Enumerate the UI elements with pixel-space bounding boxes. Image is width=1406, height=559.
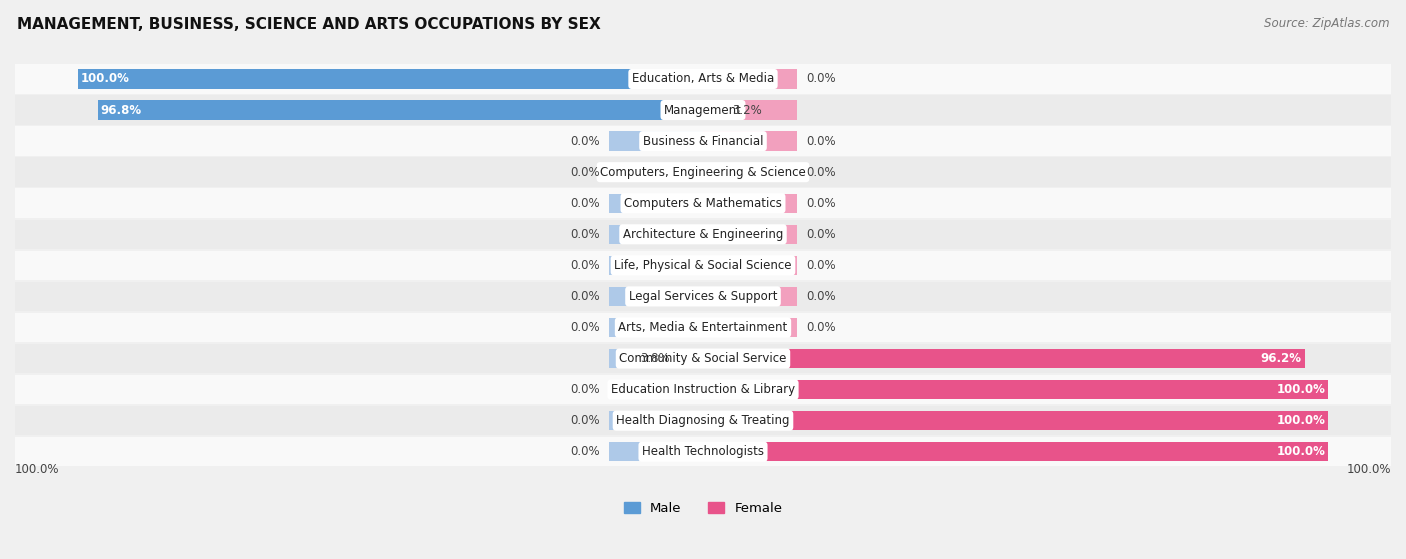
Bar (703, 69, 797, 89)
Bar (703, 411, 797, 430)
Bar (703, 349, 797, 368)
Bar (609, 318, 703, 337)
Bar (703, 255, 797, 275)
Bar (15, 126, 1391, 156)
Bar (609, 163, 703, 182)
Bar (77, 69, 703, 89)
Text: 0.0%: 0.0% (571, 259, 600, 272)
Text: 0.0%: 0.0% (571, 414, 600, 427)
Text: 0.0%: 0.0% (571, 165, 600, 179)
Bar (703, 380, 1329, 399)
Text: 100.0%: 100.0% (1277, 445, 1326, 458)
Bar (703, 163, 797, 182)
Text: Education Instruction & Library: Education Instruction & Library (612, 383, 794, 396)
Bar (703, 318, 797, 337)
Text: Computers, Engineering & Science: Computers, Engineering & Science (600, 165, 806, 179)
Bar (609, 131, 703, 151)
Text: Source: ZipAtlas.com: Source: ZipAtlas.com (1264, 17, 1389, 30)
Bar (703, 380, 797, 399)
Bar (703, 101, 797, 120)
Text: Health Diagnosing & Treating: Health Diagnosing & Treating (616, 414, 790, 427)
Text: 0.0%: 0.0% (571, 383, 600, 396)
Text: 0.0%: 0.0% (806, 135, 835, 148)
Bar (703, 287, 797, 306)
Bar (609, 225, 703, 244)
Bar (15, 437, 1391, 467)
Text: 3.8%: 3.8% (640, 352, 669, 365)
Bar (703, 442, 1329, 461)
Text: Life, Physical & Social Science: Life, Physical & Social Science (614, 259, 792, 272)
Text: Community & Social Service: Community & Social Service (619, 352, 787, 365)
Text: 0.0%: 0.0% (806, 165, 835, 179)
Text: 100.0%: 100.0% (1277, 414, 1326, 427)
Bar (15, 95, 1391, 125)
Bar (609, 255, 703, 275)
Text: 100.0%: 100.0% (1347, 463, 1391, 476)
Bar (97, 101, 703, 120)
Bar (703, 131, 797, 151)
Text: 0.0%: 0.0% (571, 135, 600, 148)
Text: 0.0%: 0.0% (571, 228, 600, 241)
Bar (15, 406, 1391, 435)
Text: 0.0%: 0.0% (571, 321, 600, 334)
Bar (15, 344, 1391, 373)
Text: 0.0%: 0.0% (571, 290, 600, 303)
Text: 100.0%: 100.0% (15, 463, 59, 476)
Bar (609, 411, 703, 430)
Bar (15, 220, 1391, 249)
Text: Education, Arts & Media: Education, Arts & Media (631, 73, 775, 86)
Bar (15, 312, 1391, 342)
Text: Business & Financial: Business & Financial (643, 135, 763, 148)
Text: 100.0%: 100.0% (80, 73, 129, 86)
Bar (15, 250, 1391, 280)
Bar (703, 193, 797, 213)
Bar (703, 442, 797, 461)
Legend: Male, Female: Male, Female (619, 497, 787, 520)
Text: 96.2%: 96.2% (1261, 352, 1302, 365)
Text: 0.0%: 0.0% (806, 73, 835, 86)
Text: 0.0%: 0.0% (571, 445, 600, 458)
Text: Architecture & Engineering: Architecture & Engineering (623, 228, 783, 241)
Bar (609, 287, 703, 306)
Bar (15, 188, 1391, 218)
Text: MANAGEMENT, BUSINESS, SCIENCE AND ARTS OCCUPATIONS BY SEX: MANAGEMENT, BUSINESS, SCIENCE AND ARTS O… (17, 17, 600, 32)
Bar (15, 375, 1391, 404)
Bar (15, 282, 1391, 311)
Bar (609, 193, 703, 213)
Text: Management: Management (664, 103, 742, 116)
Text: 0.0%: 0.0% (571, 197, 600, 210)
Bar (679, 349, 703, 368)
Bar (703, 349, 1305, 368)
Bar (609, 442, 703, 461)
Text: 0.0%: 0.0% (806, 228, 835, 241)
Bar (609, 101, 703, 120)
Text: Health Technologists: Health Technologists (643, 445, 763, 458)
Text: 0.0%: 0.0% (806, 290, 835, 303)
Bar (703, 225, 797, 244)
Text: 3.2%: 3.2% (733, 103, 762, 116)
Bar (609, 380, 703, 399)
Text: 0.0%: 0.0% (806, 197, 835, 210)
Text: 0.0%: 0.0% (806, 321, 835, 334)
Text: 96.8%: 96.8% (101, 103, 142, 116)
Text: Legal Services & Support: Legal Services & Support (628, 290, 778, 303)
Bar (15, 158, 1391, 187)
Text: 100.0%: 100.0% (1277, 383, 1326, 396)
Text: Arts, Media & Entertainment: Arts, Media & Entertainment (619, 321, 787, 334)
Bar (703, 411, 1329, 430)
Bar (703, 101, 723, 120)
Bar (609, 69, 703, 89)
Text: Computers & Mathematics: Computers & Mathematics (624, 197, 782, 210)
Bar (609, 349, 703, 368)
Bar (15, 64, 1391, 94)
Text: 0.0%: 0.0% (806, 259, 835, 272)
